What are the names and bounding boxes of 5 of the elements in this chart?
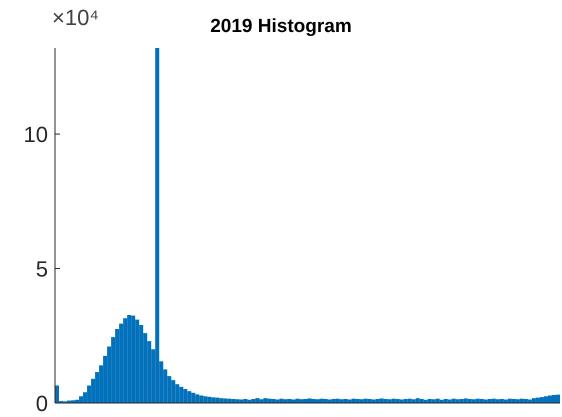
y-tick-label: 5 [36,256,48,282]
y-tick-label: 10 [24,122,48,147]
text: ×10⁴ [52,5,99,31]
chart-title: 2019 Histogram [210,16,352,37]
y-tick-label: 0 [36,390,48,416]
